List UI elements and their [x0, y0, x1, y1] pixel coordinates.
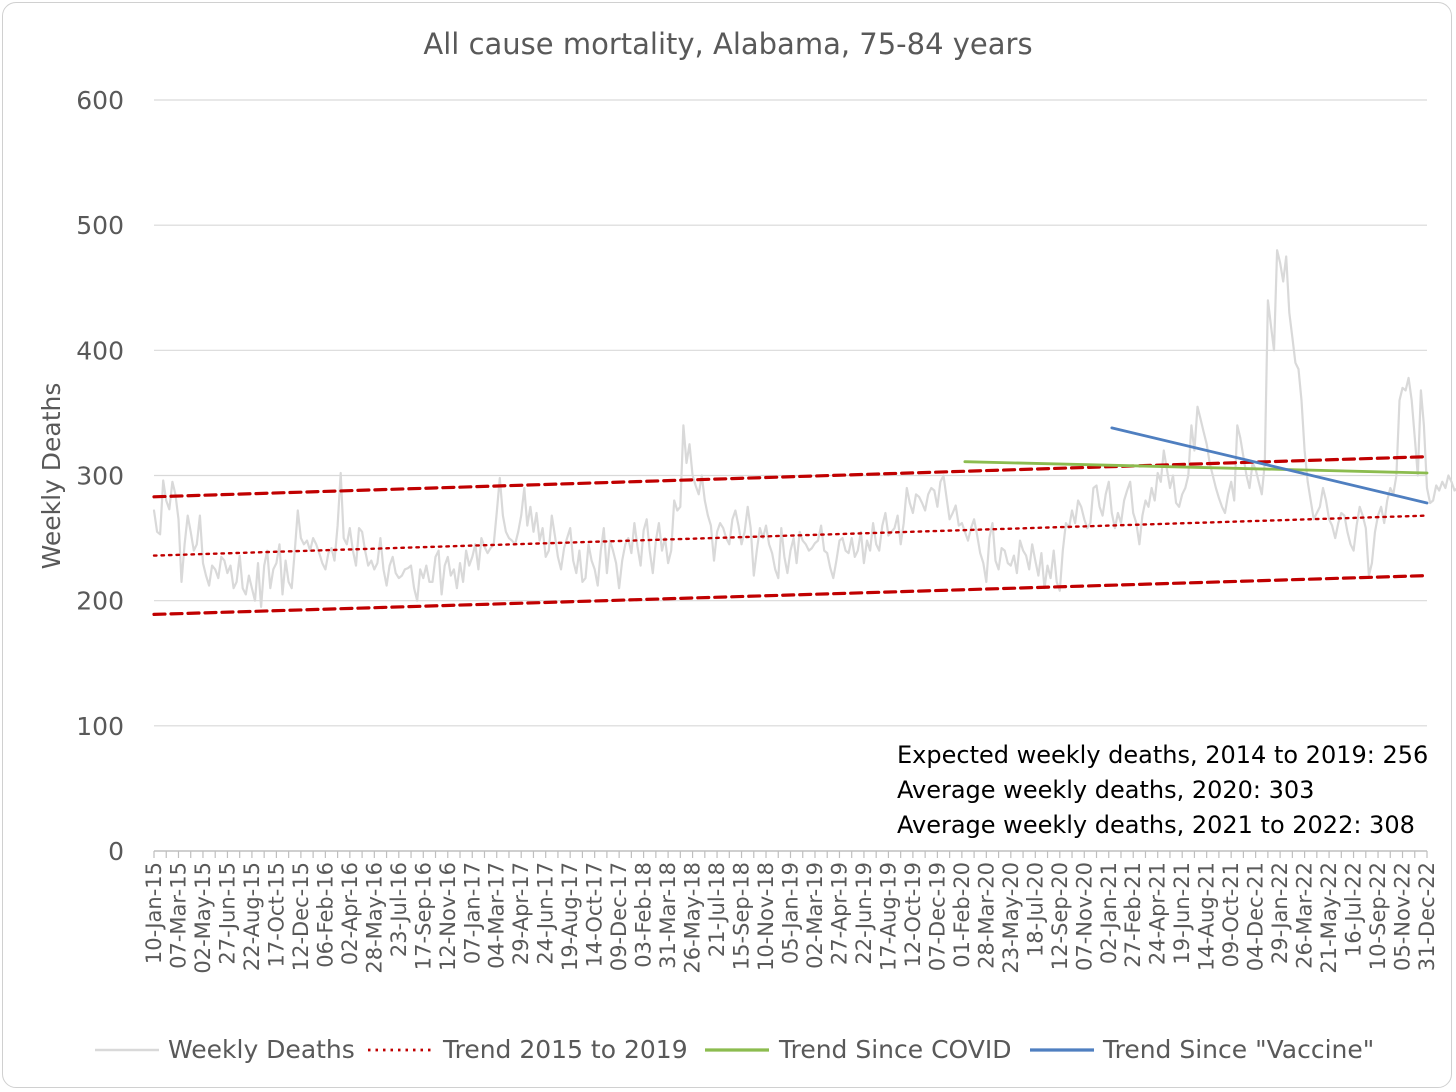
x-tick-label: 28-May-16	[362, 862, 386, 974]
x-tick-label: 22-Jun-19	[852, 862, 876, 965]
x-tick-label: 31-Mar-18	[656, 862, 680, 969]
x-tick-label: 06-Feb-16	[313, 862, 337, 968]
x-tick-label: 14-Aug-21	[1195, 862, 1219, 971]
x-tick-label: 19-Jun-21	[1170, 862, 1194, 965]
x-tick-label: 04-Dec-21	[1244, 862, 1268, 971]
x-tick-label: 28-Mar-20	[974, 862, 998, 969]
x-tick-label: 27-Feb-21	[1121, 862, 1145, 968]
x-tick-label: 29-Jan-22	[1268, 862, 1292, 964]
y-tick-label: 400	[76, 336, 124, 365]
chart-title: All cause mortality, Alabama, 75-84 year…	[423, 27, 1032, 61]
x-tick-label: 02-Apr-16	[338, 862, 362, 965]
x-tick-label: 23-May-20	[999, 862, 1023, 974]
y-tick-label: 0	[108, 837, 124, 866]
x-tick-label: 15-Sep-18	[730, 862, 754, 970]
x-tick-label: 04-Mar-17	[485, 862, 509, 969]
x-tick-label: 09-Dec-17	[607, 862, 631, 971]
legend-label: Trend Since "Vaccine"	[1102, 1035, 1374, 1064]
legend-label: Trend Since COVID	[778, 1035, 1012, 1064]
x-tick-label: 17-Aug-19	[876, 862, 900, 971]
x-tick-label: 12-Sep-20	[1048, 862, 1072, 970]
x-tick-label: 12-Nov-16	[436, 862, 460, 971]
x-tick-label: 19-Aug-17	[558, 862, 582, 971]
annotation-line: Average weekly deaths, 2021 to 2022: 308	[897, 811, 1415, 839]
x-tick-label: 17-Sep-16	[411, 862, 435, 970]
x-tick-label: 02-Jan-21	[1097, 862, 1121, 964]
x-tick-label: 16-Jul-22	[1342, 862, 1366, 957]
y-axis-ticks: 0 100 200 300 400 500 600	[76, 86, 124, 866]
x-tick-label: 03-Feb-18	[632, 862, 656, 968]
series-weekly-deaths	[152, 249, 1456, 609]
x-tick-label: 12-Oct-19	[901, 862, 925, 968]
x-tick-label: 29-Apr-17	[509, 862, 533, 965]
x-tick-label: 26-Mar-22	[1293, 862, 1317, 969]
x-tick-label: 07-Mar-15	[166, 862, 190, 969]
x-tick-label: 27-Apr-19	[827, 862, 851, 965]
x-tick-label: 05-Nov-22	[1391, 862, 1415, 971]
x-tick-label: 27-Jun-15	[215, 862, 239, 965]
x-tick-label: 10-Nov-18	[754, 862, 778, 971]
x-axis: 10-Jan-15 07-Mar-15 02-May-15 27-Jun-15 22-A…	[142, 850, 1439, 974]
y-axis-label: Weekly Deaths	[37, 383, 66, 570]
x-tick-label: 07-Jan-17	[460, 862, 484, 964]
x-tick-label: 09-Oct-21	[1219, 862, 1243, 968]
y-tick-label: 100	[76, 712, 124, 741]
series-trend-2015-to-2019	[152, 514, 1429, 557]
x-tick-label: 22-Aug-15	[240, 862, 264, 971]
annotations: Expected weekly deaths, 2014 to 2019: 25…	[897, 741, 1428, 839]
x-tick-label: 24-Jun-17	[534, 862, 558, 965]
y-tick-label: 200	[76, 587, 124, 616]
x-tick-label: 12-Dec-15	[289, 862, 313, 971]
x-tick-label: 10-Sep-22	[1366, 862, 1390, 970]
x-tick-label: 07-Dec-19	[925, 862, 949, 971]
legend: Weekly Deaths Trend 2015 to 2019 Trend Sin…	[95, 1035, 1374, 1064]
x-tick-label: 07-Nov-20	[1072, 862, 1096, 971]
annotation-line: Average weekly deaths, 2020: 303	[897, 776, 1314, 804]
series-band-3	[152, 573, 1429, 617]
x-tick-label: 02-May-15	[191, 862, 215, 974]
x-tick-label: 26-May-18	[681, 862, 705, 974]
legend-label: Weekly Deaths	[168, 1035, 355, 1064]
y-tick-label: 600	[76, 86, 124, 115]
x-tick-label: 18-Jul-20	[1023, 862, 1047, 957]
x-tick-label: 23-Jul-16	[387, 862, 411, 957]
x-tick-label: 24-Apr-21	[1146, 862, 1170, 965]
series-trend-since-covid	[963, 460, 1429, 475]
x-tick-label: 10-Jan-15	[142, 862, 166, 964]
x-tick-label: 17-Oct-15	[264, 862, 288, 968]
x-tick-label: 05-Jan-19	[779, 862, 803, 964]
legend-label: Trend 2015 to 2019	[442, 1035, 688, 1064]
y-tick-label: 300	[76, 462, 124, 491]
series-band-2	[152, 455, 1429, 499]
x-tick-label: 21-Jul-18	[705, 862, 729, 957]
x-tick-label: 31-Dec-22	[1415, 862, 1439, 971]
series-group	[152, 249, 1456, 617]
x-tick-label: 21-May-22	[1317, 862, 1341, 974]
x-tick-label: 01-Feb-20	[950, 862, 974, 968]
y-tick-label: 500	[76, 211, 124, 240]
x-tick-label: 14-Oct-17	[583, 862, 607, 968]
grid-lines	[154, 99, 1427, 727]
annotation-line: Expected weekly deaths, 2014 to 2019: 25…	[897, 741, 1428, 769]
series-trend-since-vaccine	[1110, 426, 1429, 505]
x-tick-label: 02-Mar-19	[803, 862, 827, 969]
